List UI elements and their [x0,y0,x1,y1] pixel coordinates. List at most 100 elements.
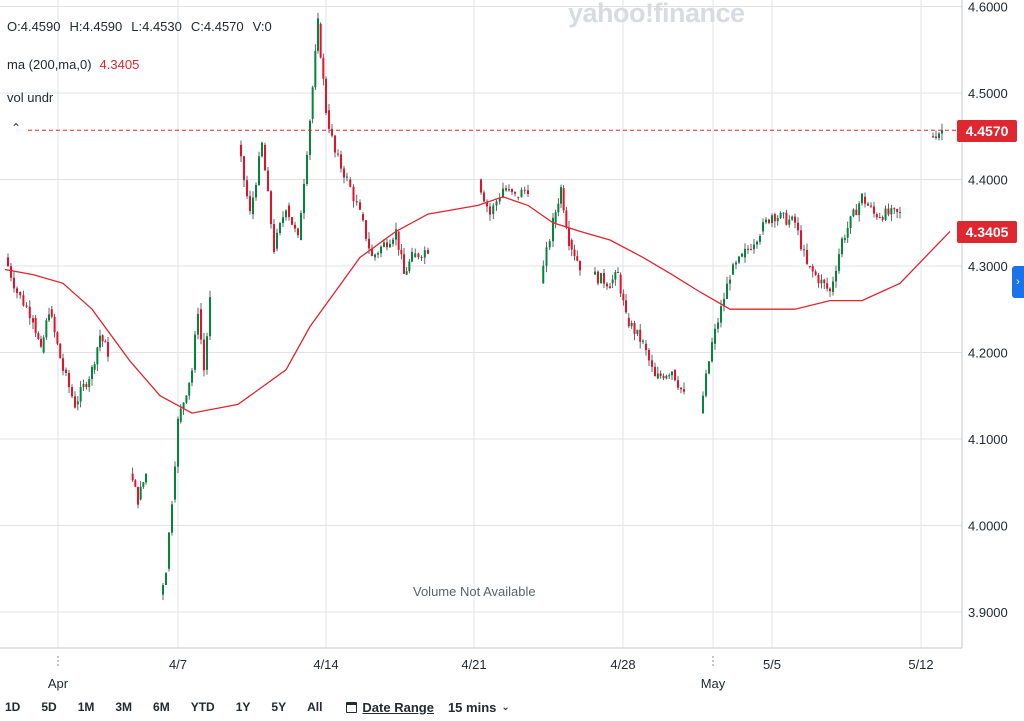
range-6m-button[interactable]: 6M [153,700,170,714]
range-ytd-button[interactable]: YTD [190,700,215,714]
candle-body [489,206,491,215]
candle-body [168,532,170,569]
chevron-right-icon[interactable]: › [1012,266,1024,298]
candle-body [625,300,627,313]
candle-body [182,402,185,409]
candle-body [16,288,18,294]
candle-body [683,389,685,392]
candle-body [374,254,376,258]
candle-body [568,227,570,247]
candle-body [811,266,814,272]
candle-body [523,189,526,191]
candle-body [93,364,96,370]
candle-body [177,418,179,467]
candle-body [560,187,562,204]
candle-body [203,339,205,371]
ohlc-volume: V:0 [252,19,272,34]
candle-body [101,335,104,342]
candle-body [600,272,602,284]
candle-body [28,306,31,319]
candle-body [654,366,656,377]
candle-body [565,210,568,228]
candle-body [279,223,281,233]
range-5y-button[interactable]: 5Y [271,700,287,714]
candle-body [671,371,673,376]
candle-body [705,373,707,396]
candle-body [362,214,364,221]
range-5d-button[interactable]: 5D [41,700,57,714]
candle-body [794,216,796,223]
candle-body [334,135,336,153]
candle-body [276,232,278,249]
candle-body [762,222,764,232]
range-1m-button[interactable]: 1M [77,700,95,714]
candle-body [240,144,242,157]
candle-body [639,329,642,342]
candle-body [750,249,752,251]
candle-body [337,153,339,155]
vol-legend[interactable]: vol undr [7,90,53,105]
candle-body [702,395,704,414]
candle-body [405,271,408,275]
candle-body [881,217,884,220]
volume-not-available: Volume Not Available [413,584,536,599]
candle-body [297,228,299,236]
candle-body [738,256,740,263]
candle-body [720,306,722,323]
candle-body [270,191,272,225]
candle-body [875,214,878,218]
candle-body [359,202,361,210]
candle-body [771,215,773,223]
candle-body [288,205,290,218]
candle-body [527,190,529,195]
range-1d-button[interactable]: 1D [5,700,21,714]
candle-body [838,254,840,271]
candle-body [573,249,576,257]
candle-body [22,295,25,306]
candle-body [104,341,107,343]
candle-body [317,18,319,51]
candle-body [71,387,73,397]
candle-body [511,189,513,192]
calendar-icon [346,701,358,713]
range-all-button[interactable]: All [307,700,323,714]
candle-body [870,205,872,207]
candle-body [579,260,581,271]
candle-body [294,224,296,229]
candle-body [91,366,93,380]
ma-price-badge: 4.3405 [957,221,1017,243]
candle-body [814,271,817,275]
candle-body [606,283,608,287]
candle-body [884,208,887,220]
date-range-button[interactable]: Date Range [346,700,434,715]
candle-body [732,264,734,275]
candle-body [622,293,625,301]
range-1y-button[interactable]: 1Y [235,700,251,714]
ma-legend[interactable]: ma (200,ma,0) 4.3405 [7,57,139,72]
candle-body [636,329,639,334]
interval-dropdown[interactable]: 15 mins ⌄ [448,700,510,715]
ma-value: 4.3405 [99,57,140,72]
candle-body [397,231,400,250]
candle-body [131,473,134,481]
candle-body [322,57,325,79]
candle-body [243,156,245,181]
candle-body [729,279,731,284]
candle-body [938,133,940,139]
candle-body [165,573,167,585]
candle-body [756,241,758,245]
candle-body [383,242,385,247]
range-3m-button[interactable]: 3M [115,700,133,714]
candle-body [40,338,42,347]
candle-body [817,274,820,284]
chevron-up-icon[interactable]: ⌃ [10,121,22,135]
candle-body [548,241,551,248]
candle-body [864,196,866,204]
candle-body [255,184,257,198]
candle-body [617,272,619,274]
candle-body [34,317,37,334]
candle-body [832,281,834,292]
x-tick-label: 4/28 [610,657,635,672]
candle-body [194,334,196,370]
